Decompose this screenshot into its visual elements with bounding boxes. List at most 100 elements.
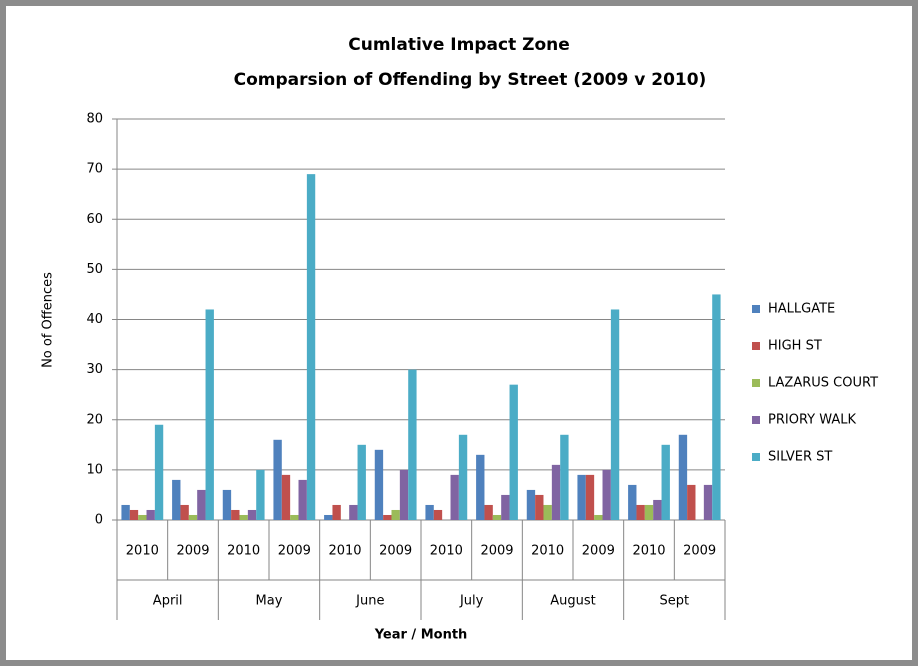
bar xyxy=(509,384,518,520)
x-tick-label: 2010 xyxy=(227,544,260,559)
bar xyxy=(653,499,662,520)
group-label: August xyxy=(550,594,596,609)
bar xyxy=(535,494,544,520)
legend-label: PRIORY WALK xyxy=(768,413,856,428)
y-tick-label: 30 xyxy=(86,362,103,377)
legend-label: HIGH ST xyxy=(768,339,822,354)
bar xyxy=(231,509,240,520)
bar xyxy=(290,514,299,520)
bar xyxy=(197,489,206,520)
y-tick-label: 80 xyxy=(86,112,103,127)
y-tick-label: 70 xyxy=(86,162,103,177)
bar xyxy=(636,504,645,520)
x-tick-label: 2009 xyxy=(582,544,615,559)
bar xyxy=(551,464,561,520)
bar xyxy=(628,484,637,520)
bar xyxy=(585,474,595,520)
bar xyxy=(298,479,307,520)
bar xyxy=(256,469,265,520)
legend-swatch xyxy=(752,342,760,350)
bar xyxy=(324,514,333,520)
bar xyxy=(408,369,417,520)
bar xyxy=(712,294,721,520)
chart-subtitle: Comparsion of Offending by Street (2009 … xyxy=(234,70,707,90)
bar xyxy=(391,509,400,520)
x-tick-label: 2009 xyxy=(379,544,412,559)
bar xyxy=(180,504,189,520)
bar xyxy=(383,514,392,520)
bar xyxy=(594,514,603,520)
bar xyxy=(543,504,552,520)
bar xyxy=(129,509,139,520)
bar xyxy=(560,434,569,520)
group-label: Sept xyxy=(660,594,690,609)
group-label: April xyxy=(153,594,183,609)
bar xyxy=(273,439,282,520)
bar xyxy=(154,424,164,520)
x-tick-label: 2010 xyxy=(126,544,159,559)
bar xyxy=(433,509,443,520)
bar xyxy=(644,504,654,520)
chart-title: Cumlative Impact Zone xyxy=(348,35,570,55)
y-tick-label: 20 xyxy=(86,412,103,427)
bar xyxy=(146,509,155,520)
bar xyxy=(247,509,257,520)
bar xyxy=(577,474,586,520)
x-tick-label: 2009 xyxy=(176,544,209,559)
bar xyxy=(678,434,688,520)
bar xyxy=(501,494,510,520)
legend-label: SILVER ST xyxy=(768,450,832,465)
legend-label: HALLGATE xyxy=(768,302,835,317)
y-axis-label: No of Offences xyxy=(41,272,56,368)
bar xyxy=(687,484,696,520)
x-tick-label: 2010 xyxy=(430,544,463,559)
group-label: June xyxy=(355,594,384,609)
bar xyxy=(602,469,611,520)
bar xyxy=(374,449,384,520)
y-tick-label: 50 xyxy=(86,262,103,277)
bar xyxy=(239,514,248,520)
legend-swatch xyxy=(752,416,760,424)
bar xyxy=(281,474,291,520)
bar xyxy=(306,174,316,520)
bar xyxy=(332,504,341,520)
x-tick-label: 2010 xyxy=(632,544,665,559)
bar xyxy=(222,489,232,520)
bar xyxy=(661,444,670,520)
bar xyxy=(610,309,620,520)
bar xyxy=(349,504,358,520)
bar xyxy=(357,444,366,520)
legend-swatch xyxy=(752,305,760,313)
bar xyxy=(476,454,485,520)
x-tick-label: 2010 xyxy=(531,544,564,559)
bar xyxy=(138,514,147,520)
bar xyxy=(188,514,198,520)
bar xyxy=(450,474,459,520)
bar xyxy=(458,434,468,520)
bar xyxy=(399,469,409,520)
bar xyxy=(121,504,130,520)
x-tick-label: 2009 xyxy=(278,544,311,559)
x-tick-label: 2009 xyxy=(480,544,513,559)
bar xyxy=(526,489,536,520)
x-tick-label: 2010 xyxy=(328,544,361,559)
legend-label: LAZARUS COURT xyxy=(768,376,878,391)
legend-swatch xyxy=(752,453,760,461)
bar xyxy=(492,514,502,520)
y-tick-label: 40 xyxy=(86,312,103,327)
y-tick-label: 10 xyxy=(86,462,103,477)
x-axis-label: Year / Month xyxy=(374,628,468,643)
y-tick-label: 0 xyxy=(95,513,103,528)
bar xyxy=(205,309,214,520)
y-tick-label: 60 xyxy=(86,212,103,227)
legend-swatch xyxy=(752,379,760,387)
bar xyxy=(172,479,181,520)
x-tick-label: 2009 xyxy=(683,544,716,559)
group-label: May xyxy=(256,594,283,609)
bar xyxy=(484,504,493,520)
group-label: July xyxy=(459,594,484,609)
bar xyxy=(703,484,713,520)
bar xyxy=(425,504,434,520)
